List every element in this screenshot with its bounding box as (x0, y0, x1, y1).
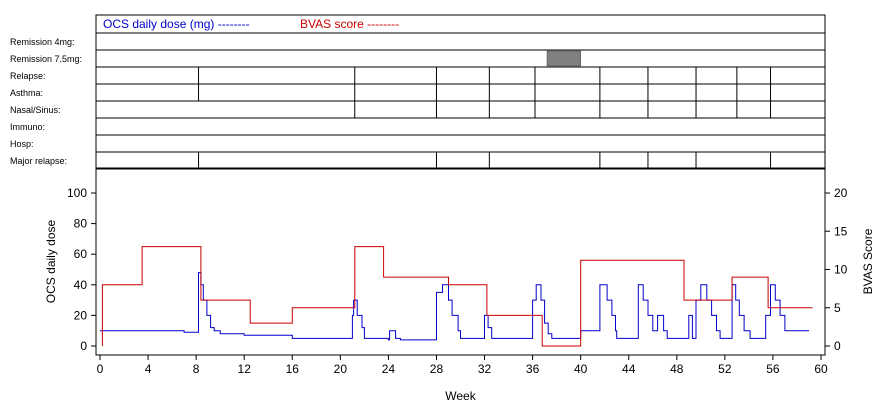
status-rows-panel: Remission 4mg: Remission 7.5mg: Relapse: As… (10, 14, 826, 170)
status-row-label: Remission 4mg: (10, 37, 75, 47)
x-tick-label: 40 (574, 362, 588, 376)
series-line-ocs (100, 272, 809, 341)
status-row-label: Asthma: (10, 88, 43, 98)
x-tick-label: 0 (97, 362, 104, 376)
status-row-label: Relapse: (10, 71, 46, 81)
x-tick-label: 56 (766, 362, 780, 376)
x-tick-label: 8 (193, 362, 200, 376)
y-right-tick-label: 5 (834, 301, 841, 315)
x-tick-label: 36 (526, 362, 540, 376)
x-tick-label: 16 (286, 362, 300, 376)
plot-area: 0 4 8 12 16 20 24 28 32 36 40 44 48 52 56 6002040608010… (67, 167, 848, 376)
x-axis-title: Week (445, 389, 476, 403)
legend-bvas: BVAS score -------- (300, 17, 399, 31)
y-left-tick-label: 20 (74, 308, 88, 322)
x-tick-label: 60 (814, 362, 828, 376)
x-tick-label: 52 (718, 362, 732, 376)
x-tick-label: 4 (145, 362, 152, 376)
plot-frame (95, 167, 826, 356)
status-row-label: Nasal/Sinus: (10, 105, 61, 115)
y-left-tick-label: 0 (80, 339, 87, 353)
x-tick-label: 44 (622, 362, 636, 376)
y-left-tick-label: 100 (67, 186, 87, 200)
y-left-tick-label: 60 (74, 247, 88, 261)
y-left-tick-label: 80 (74, 217, 88, 231)
x-tick-label: 28 (430, 362, 444, 376)
x-tick-label: 20 (334, 362, 348, 376)
x-tick-label: 32 (478, 362, 492, 376)
status-row-label: Remission 7.5mg: (10, 54, 82, 64)
status-row-label: Immuno: (10, 122, 45, 132)
y-right-tick-label: 0 (834, 339, 841, 353)
legend-ocs: OCS daily dose (mg) -------- (103, 17, 250, 31)
x-tick-label: 24 (382, 362, 396, 376)
status-row-label: Major relapse: (10, 156, 67, 166)
x-tick-label: 12 (238, 362, 252, 376)
y-axis-left-title: OCS daily dose (44, 219, 58, 303)
y-right-tick-label: 20 (834, 186, 848, 200)
y-axis-right-title: BVAS Score (861, 228, 875, 294)
y-right-tick-label: 10 (834, 263, 848, 277)
status-row-label: Hosp: (10, 139, 34, 149)
y-left-tick-label: 40 (74, 278, 88, 292)
status-panel-frame (95, 14, 826, 170)
x-tick-label: 48 (670, 362, 684, 376)
series-line-bvas (101, 246, 813, 347)
remission-7-5mg-block (546, 50, 581, 67)
y-right-tick-label: 15 (834, 224, 848, 238)
